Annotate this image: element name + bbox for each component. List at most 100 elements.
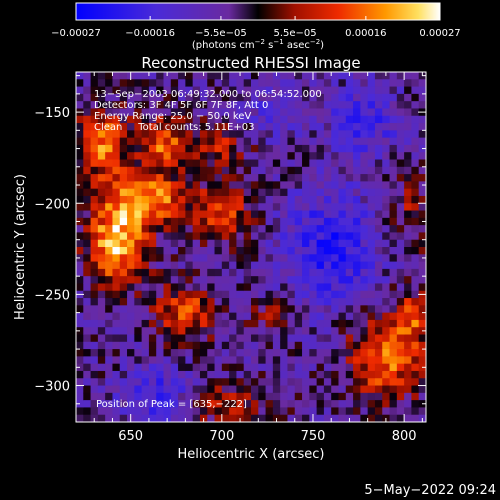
heatmap-cell [345,312,354,321]
heatmap-cell [287,363,296,372]
heatmap-cell [331,363,339,372]
heatmap-cell [229,400,237,408]
heatmap-cell [243,123,252,131]
heatmap-cell [258,115,266,124]
heatmap-cell [185,363,194,372]
heatmap-cell [112,356,121,365]
heatmap-cell [367,334,376,343]
heatmap-cell [214,283,223,292]
heatmap-cell [134,414,143,422]
heatmap-cell [214,261,223,270]
heatmap-cell [90,166,99,175]
heatmap-cell [105,101,113,109]
heatmap-cell [105,319,113,328]
heatmap-cell [156,217,164,226]
heatmap-cell [243,319,252,328]
heatmap-cell [163,341,172,350]
heatmap-cell [127,137,135,146]
heatmap-cell [309,232,318,241]
heatmap-cell [141,334,150,343]
heatmap-cell [178,144,186,153]
heatmap-cell [338,385,347,394]
heatmap-cell [134,123,143,131]
heatmap-cell [280,225,288,233]
heatmap-cell [294,239,303,248]
heatmap-cell [382,130,390,139]
heatmap-cell [265,261,274,270]
heatmap-cell [411,349,420,357]
heatmap-cell [265,108,274,117]
heatmap-cell [207,188,215,197]
heatmap-cell [389,123,398,131]
heatmap-cell [360,392,369,401]
heatmap-cell [229,86,237,95]
heatmap-cell [396,159,405,168]
heatmap-cell [148,239,157,248]
heatmap-cell [272,130,281,139]
heatmap-cell [367,254,376,262]
heatmap-cell [221,144,230,153]
heatmap-cell [163,363,172,372]
heatmap-cell [258,239,266,248]
heatmap-cell [97,195,106,204]
heatmap-cell [243,195,252,204]
heatmap-cell [382,276,390,284]
heatmap-cell [287,356,296,365]
heatmap-cell [302,225,310,233]
heatmap-cell [360,195,369,204]
heatmap-cell [338,159,347,168]
heatmap-cell [141,79,150,87]
heatmap-cell [360,305,369,314]
heatmap-cell [265,144,274,153]
heatmap-cell [287,181,296,190]
heatmap-cell [418,298,426,306]
heatmap-cell [251,290,259,299]
heatmap-cell [367,385,376,394]
heatmap-cell [83,144,91,153]
heatmap-cell [192,414,201,422]
heatmap-cell [192,341,201,350]
heatmap-cell [163,261,172,270]
heatmap-cell [323,283,332,292]
heatmap-cell [258,400,266,408]
heatmap-cell [243,188,252,197]
heatmap-cell [105,93,113,102]
heatmap-cell [112,203,121,211]
heatmap-cell [374,159,383,168]
heatmap-cell [170,254,179,262]
heatmap-cell [331,254,339,262]
heatmap-cell [207,130,215,139]
heatmap-cell [229,370,237,379]
heatmap-cell [396,232,405,241]
heatmap-cell [163,166,172,175]
heatmap-cell [382,123,390,131]
heatmap-cell [141,144,150,153]
heatmap-cell [374,239,383,248]
heatmap-cell [76,115,84,124]
heatmap-cell [185,188,194,197]
heatmap-cell [148,392,157,401]
heatmap-cell [353,181,361,190]
heatmap-cell [141,210,150,219]
heatmap-cell [83,217,91,226]
heatmap-cell [148,210,157,219]
heatmap-cell [374,356,383,365]
heatmap-cell [156,108,164,117]
heatmap-cell [185,407,194,416]
heatmap-cell [97,93,106,102]
heatmap-cell [382,188,390,197]
heatmap-cell [199,341,208,350]
heatmap-cell [411,407,420,416]
heatmap-cell [331,181,339,190]
heatmap-cell [258,261,266,270]
heatmap-cell [90,290,99,299]
heatmap-cell [294,137,303,146]
heatmap-cell [148,356,157,365]
heatmap-cell [243,290,252,299]
heatmap-cell [163,79,172,87]
heatmap-cell [156,72,164,80]
heatmap-cell [214,356,223,365]
heatmap-cell [287,407,296,416]
heatmap-cell [360,108,369,117]
heatmap-cell [185,181,194,190]
